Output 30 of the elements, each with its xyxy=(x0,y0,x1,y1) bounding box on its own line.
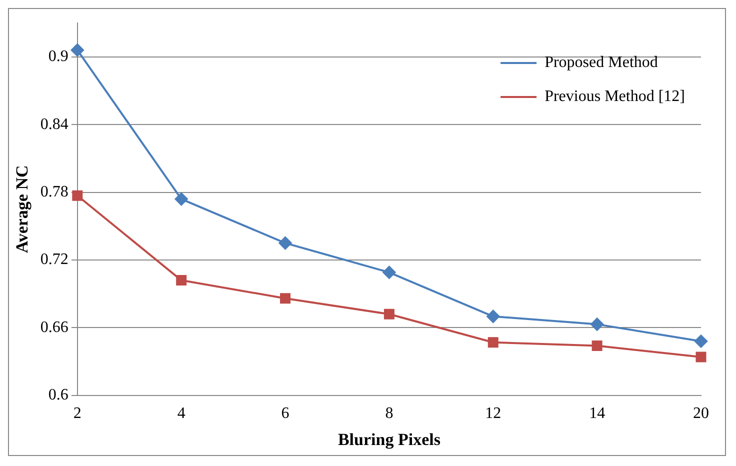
y-tick-label: 0.66 xyxy=(40,318,68,336)
y-axis-title: Average NC xyxy=(12,165,32,254)
x-tick-label: 2 xyxy=(73,405,82,422)
point xyxy=(174,192,188,206)
x-tick-label: 6 xyxy=(281,405,290,422)
point xyxy=(696,352,706,362)
point xyxy=(592,340,602,351)
y-tick-label: 0.6 xyxy=(48,386,68,404)
y-tick-label: 0.72 xyxy=(40,251,68,268)
point xyxy=(278,236,292,250)
legend-label: Previous Method [12] xyxy=(544,88,686,106)
y-tick-label: 0.78 xyxy=(40,183,68,200)
x-tick-label: 12 xyxy=(485,405,502,422)
point xyxy=(382,266,396,279)
point xyxy=(694,334,708,348)
point xyxy=(486,310,500,323)
point xyxy=(280,293,291,304)
x-tick-label: 20 xyxy=(693,405,709,422)
point xyxy=(176,275,187,286)
y-tick-label: 0.84 xyxy=(40,116,68,133)
point xyxy=(488,337,498,348)
y-tick-label: 0.9 xyxy=(48,48,68,66)
x-axis-title: Bluring Pixels xyxy=(338,430,441,450)
point xyxy=(70,44,84,57)
x-tick-label: 8 xyxy=(385,405,394,422)
x-tick-label: 14 xyxy=(589,405,606,422)
x-tick-label: 4 xyxy=(177,405,186,422)
legend-label: Proposed Method xyxy=(544,54,658,72)
point xyxy=(384,308,394,320)
point xyxy=(590,318,604,331)
